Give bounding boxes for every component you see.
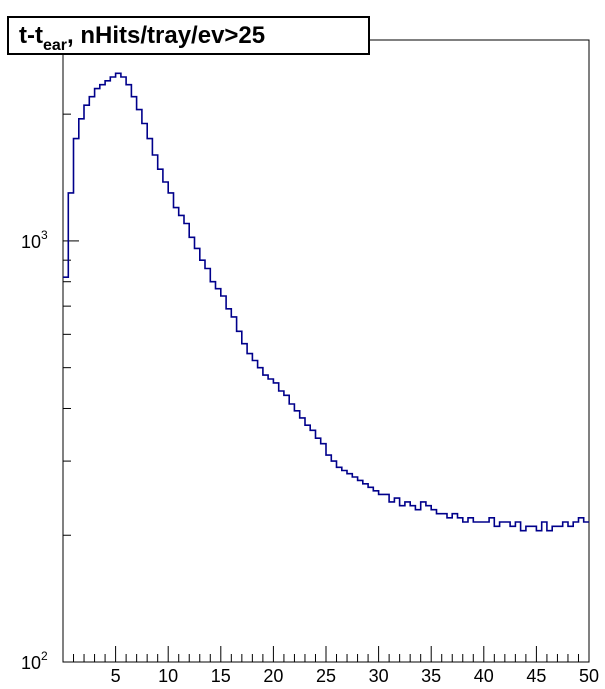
x-tick-label: 5: [111, 666, 121, 686]
chart-title-main: t-t: [19, 22, 43, 49]
x-tick-label: 40: [474, 666, 494, 686]
chart-title-subscript: ear: [42, 37, 68, 54]
x-tick-label: 25: [316, 666, 336, 686]
chart-title: t-tear, nHits/tray/ev>25: [7, 16, 370, 55]
x-tick-label: 50: [579, 666, 599, 686]
plot-frame: [62, 39, 590, 663]
x-tick-label: 30: [369, 666, 389, 686]
x-tick-label: 10: [158, 666, 178, 686]
x-tick-label: 35: [421, 666, 441, 686]
y-tick-label: 103: [21, 228, 48, 252]
x-tick-label: 20: [263, 666, 283, 686]
chart-title-rest: , nHits/tray/ev>25: [67, 22, 266, 49]
y-tick-label: 102: [21, 649, 48, 673]
x-tick-label: 45: [526, 666, 546, 686]
x-tick-label: 15: [211, 666, 231, 686]
x-axis: 5 10 15 20 25 30 35 40 45 50: [73, 646, 599, 686]
y-axis: 102 103: [21, 39, 79, 673]
histogram-line: [63, 72, 589, 532]
